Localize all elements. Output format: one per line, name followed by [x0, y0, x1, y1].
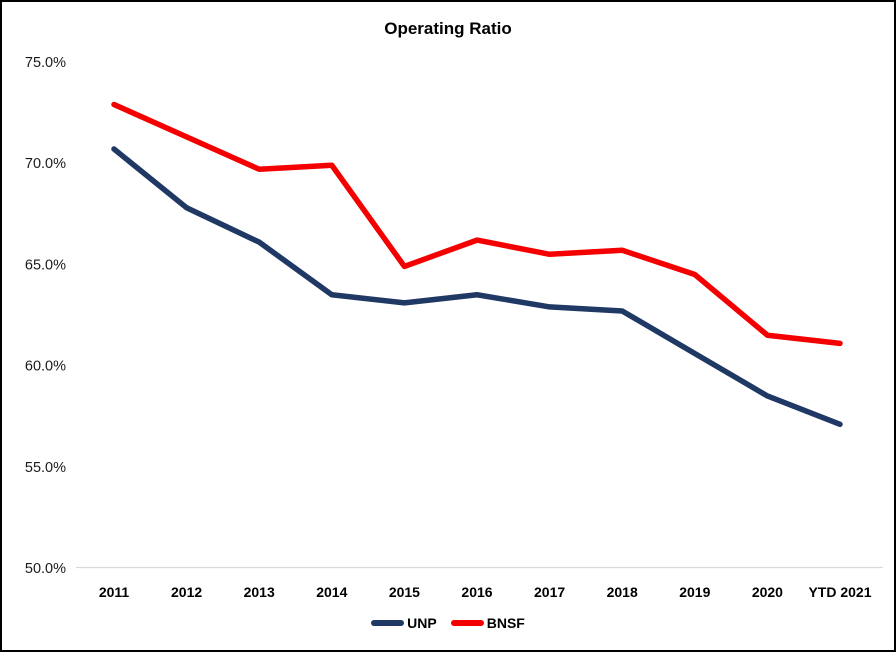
svg-text:55.0%: 55.0% — [25, 460, 66, 476]
legend: UNP BNSF — [2, 615, 894, 631]
svg-text:2019: 2019 — [679, 584, 710, 600]
svg-text:YTD 2021: YTD 2021 — [808, 584, 871, 600]
legend-item-bnsf: BNSF — [450, 615, 525, 631]
svg-text:65.0%: 65.0% — [25, 257, 66, 273]
svg-text:2014: 2014 — [316, 584, 347, 600]
svg-text:2013: 2013 — [244, 584, 275, 600]
svg-text:2016: 2016 — [461, 584, 492, 600]
svg-text:70.0%: 70.0% — [25, 156, 66, 172]
svg-text:60.0%: 60.0% — [25, 359, 66, 375]
unp-line-swatch — [371, 620, 405, 626]
svg-text:2015: 2015 — [389, 584, 420, 600]
legend-item-unp: UNP — [371, 615, 437, 631]
svg-text:75.0%: 75.0% — [25, 55, 66, 71]
legend-label-unp: UNP — [407, 615, 437, 631]
svg-text:2012: 2012 — [171, 584, 202, 600]
svg-text:2011: 2011 — [99, 584, 130, 600]
y-axis-tick-labels: 75.0% 70.0% 65.0% 60.0% 55.0% 50.0% — [25, 55, 66, 577]
bnsf-line-swatch — [450, 620, 484, 626]
data-series-lines — [111, 101, 843, 428]
svg-text:2018: 2018 — [607, 584, 638, 600]
svg-text:2020: 2020 — [752, 584, 783, 600]
svg-text:2017: 2017 — [534, 584, 565, 600]
legend-label-bnsf: BNSF — [486, 615, 525, 631]
x-axis-tick-labels: 2011 2012 2013 2014 2015 2016 2017 2018 2019 2020… — [99, 584, 872, 600]
chart-title: Operating Ratio — [384, 19, 512, 38]
svg-text:50.0%: 50.0% — [25, 561, 66, 577]
